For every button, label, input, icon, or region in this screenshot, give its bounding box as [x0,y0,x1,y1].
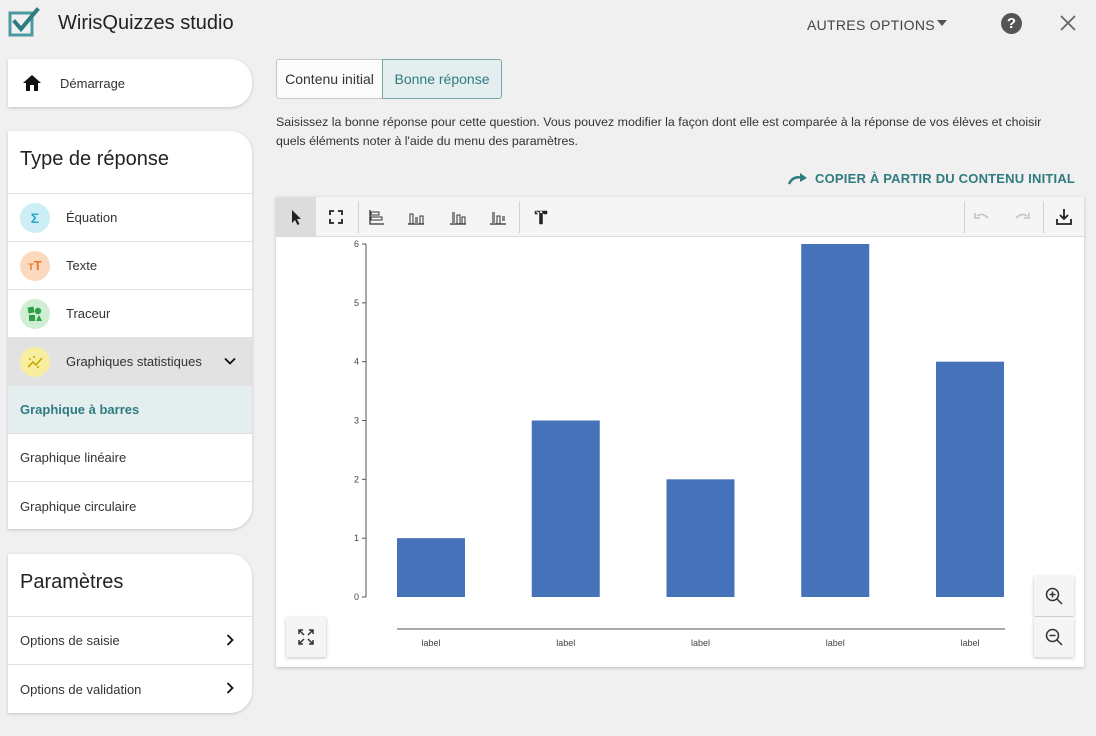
add-bar-button[interactable] [438,197,478,237]
home-icon [23,75,41,91]
x-tick-label: label [826,638,845,648]
zoom-out-button[interactable] [1034,617,1074,657]
bar[interactable] [531,420,600,598]
sidebar-item-plotter[interactable]: Traceur [8,290,252,338]
sidebar-item-statistics[interactable]: Graphiques statistiques [8,338,252,386]
x-tick-label: label [691,638,710,648]
y-tick-label: 3 [354,416,359,426]
y-tick-label: 2 [354,474,359,484]
instructions-text: Saisissez la bonne réponse pour cette qu… [276,115,1042,148]
graph-icon [20,298,50,329]
copy-from-initial-button[interactable]: COPIER À PARTIR DU CONTENU INITIAL [787,171,1075,186]
y-tick-label: 6 [354,239,359,249]
text-tool-button[interactable] [521,197,561,237]
response-type-title: Type de réponse [8,131,252,194]
bar-chart-label: Graphique à barres [20,402,140,417]
more-options-menu[interactable]: AUTRES OPTIONS [807,17,935,33]
download-icon [1056,209,1072,225]
chevron-right-icon [226,682,234,694]
text-tool-icon [534,210,548,225]
vertical-bars-icon [408,213,424,225]
horizontal-bars-icon [369,210,384,225]
pie-chart-label: Graphique circulaire [20,498,137,514]
parameters-title: Paramètres [8,554,252,617]
fit-view-button[interactable] [316,197,356,237]
select-tool-button[interactable] [276,197,316,237]
sidebar-item-input-options[interactable]: Options de saisie [8,617,252,665]
bar-chart[interactable]: 0 1 2 3 4 5 6 label label label label label [276,237,1084,667]
tab-correct-answer[interactable]: Bonne réponse [382,59,502,99]
sidebar-item-validation-options[interactable]: Options de validation [8,665,252,713]
y-tick-label: 4 [354,357,359,367]
remove-bar-icon [490,212,506,225]
horizontal-bars-button[interactable] [356,197,396,237]
download-button[interactable] [1044,197,1084,237]
undo-button[interactable] [962,197,1002,237]
equation-label: Équation [66,210,118,225]
sidebar-item-home[interactable]: Démarrage [8,59,252,107]
home-label: Démarrage [60,75,126,91]
tab-initial-content[interactable]: Contenu initial [276,59,383,99]
zoom-out-icon [1045,628,1063,646]
remove-bar-button[interactable] [478,197,518,237]
sidebar-item-bar-chart[interactable]: Graphique à barres [8,386,252,434]
content-tabs: Contenu initial Bonne réponse [276,59,502,99]
expand-icon [298,629,314,645]
sidebar-item-equation[interactable]: Σ Équation [8,194,252,242]
y-tick-label: 1 [354,533,359,543]
redo-button[interactable] [1002,197,1042,237]
bar[interactable] [666,479,735,597]
home-card: Démarrage [8,59,252,107]
parameters-card: Paramètres Options de saisie Options de … [8,554,252,713]
x-tick-label: label [556,638,575,648]
zoom-in-button[interactable] [1034,576,1074,616]
y-tick-label: 0 [354,592,359,602]
chevron-right-icon [226,634,234,646]
checkbox-logo-icon [8,7,40,37]
text-label: Texte [66,258,98,273]
app-header: WirisQuizzes studio AUTRES OPTIONS ? [0,0,1096,48]
caret-down-icon[interactable] [937,20,947,26]
vertical-bars-button[interactable] [396,197,436,237]
close-icon[interactable] [1059,14,1077,32]
statistics-label: Graphiques statistiques [66,354,202,369]
zoom-in-icon [1045,587,1063,605]
add-bar-icon [450,212,466,225]
x-tick-label: label [421,638,440,648]
line-chart-label: Graphique linéaire [20,450,127,465]
input-options-label: Options de saisie [20,633,120,648]
redo-arrow-icon [787,172,807,185]
chart-editor: 0 1 2 3 4 5 6 label label label label label [276,197,1084,667]
y-tick-label: 5 [354,298,359,308]
undo-icon [974,213,989,219]
cursor-icon [292,210,301,225]
help-icon[interactable]: ? [1001,13,1022,34]
sidebar-item-line-chart[interactable]: Graphique linéaire [8,434,252,482]
bar[interactable] [397,538,465,597]
sidebar-item-pie-chart[interactable]: Graphique circulaire [8,482,252,529]
statistics-icon [20,346,50,377]
frame-icon [329,210,343,224]
copy-from-initial-label: COPIER À PARTIR DU CONTENU INITIAL [815,171,1076,186]
validation-options-label: Options de validation [20,681,142,697]
bar[interactable] [801,244,870,597]
editor-toolbar [276,197,1084,237]
fullscreen-button[interactable] [286,617,326,657]
x-tick-label: label [960,638,979,648]
bar[interactable] [936,361,1004,597]
redo-icon [1015,213,1030,219]
plotter-label: Traceur [66,306,111,321]
sigma-icon: Σ [20,202,50,233]
chevron-down-icon[interactable] [224,355,236,367]
app-title: WirisQuizzes studio [58,12,234,34]
